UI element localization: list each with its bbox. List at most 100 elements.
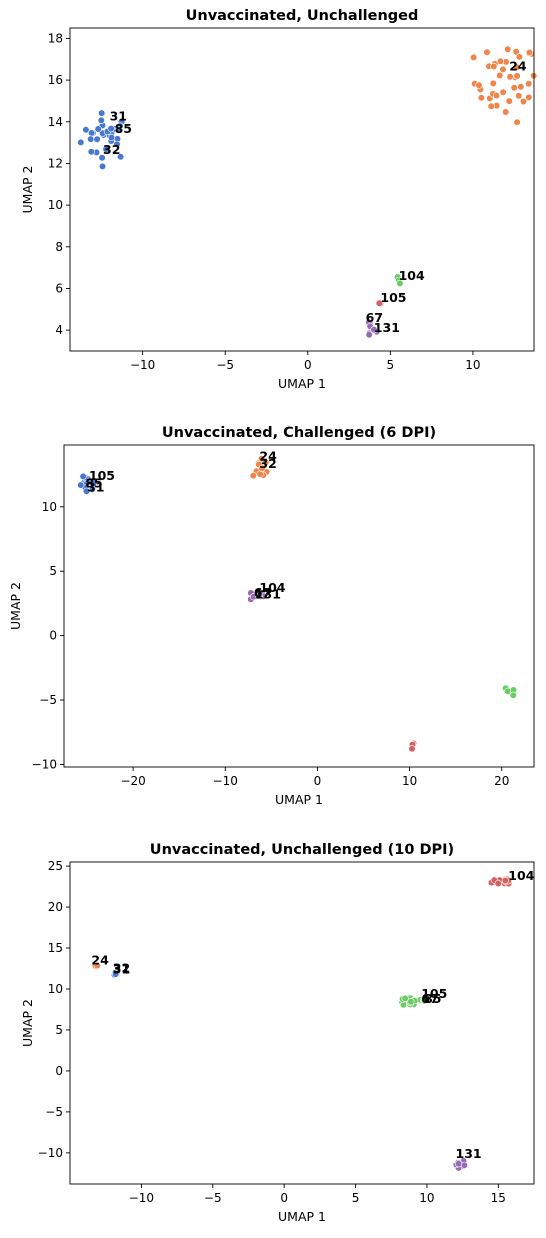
scatter-point [510,84,518,92]
scatter-point [519,97,528,106]
y-axis-label: UMAP 2 [8,582,23,630]
x-tick-label: −20 [120,774,145,788]
plot-frame [69,861,535,1185]
point-annotation: 131 [255,586,281,601]
scatter-points [91,875,513,1172]
point-annotation: 31 [113,961,130,976]
subplot-3: Unvaccinated, Unchallenged (10 DPI) 24 323… [20,842,535,1224]
scatter-point [501,876,509,885]
point-annotation: 104 [259,580,285,595]
scatter-point [512,48,520,56]
y-axis-label: UMAP 2 [20,999,35,1047]
scatter-point [93,135,101,143]
x-tick-label: 10 [419,1191,434,1205]
point-annotation: 131 [374,320,400,335]
y-tick-label: 6 [55,281,63,295]
y-tick-label: 4 [55,323,63,337]
scatter-point [492,91,501,100]
point-annotation: 85 [424,991,441,1006]
scatter-point [77,138,85,146]
scatter-point [113,140,121,148]
plot-frame [63,444,535,768]
y-tick-label: 16 [48,73,63,87]
y-tick-label: 5 [49,564,57,578]
scatter-point [455,1160,463,1168]
x-tick-label: −5 [216,358,234,372]
scatter-points [77,455,518,753]
scatter-point [87,148,95,156]
x-tick-label: −10 [130,358,155,372]
x-tick-label: 10 [465,358,480,372]
scatter-point [487,102,495,110]
scatter-point [504,45,512,53]
scatter-point [370,326,378,334]
x-axis-label: UMAP 1 [278,376,326,391]
y-tick-label: 15 [48,941,63,955]
scatter-point [502,108,510,116]
scatter-point [513,118,521,126]
scatter-point [525,80,533,88]
scatter-point [499,88,507,96]
point-annotation: 104 [508,868,534,883]
subplot-1: Unvaccinated, Unchallenged31853224104105… [20,8,538,391]
plot-frame [69,27,535,352]
x-axis-label: UMAP 1 [278,1209,326,1224]
point-annotation: 85 [115,121,132,136]
y-tick-label: −5 [45,1105,63,1119]
scatter-point [94,125,102,133]
scatter-point [262,458,270,467]
point-annotation: 32 [103,142,120,157]
point-annotation: 32 [259,456,276,471]
scatter-point [470,53,478,62]
x-tick-label: 20 [494,774,509,788]
x-tick-label: 0 [304,358,312,372]
scatter-point [77,481,85,489]
scatter-point [98,154,106,162]
point-annotation: 31 [110,109,127,124]
y-tick-label: 0 [55,1064,63,1078]
scatter-point [477,94,486,102]
scatter-point [499,65,507,73]
scatter-point [490,62,498,71]
x-tick-label: 0 [280,1191,288,1205]
scatter-point [399,1001,408,1009]
scatter-point [107,125,115,133]
scatter-point [496,71,504,80]
scatter-point [365,331,373,339]
scatter-point [114,126,123,134]
scatter-point [407,998,415,1006]
point-annotation: 85 [85,476,102,491]
scatter-point [82,126,90,134]
scatter-point [107,133,116,142]
y-tick-label: 8 [55,240,63,254]
scatter-point [255,592,263,600]
scatter-point [483,48,491,56]
y-tick-label: 10 [48,198,63,212]
scatter-point [111,970,120,978]
scatter-point [93,961,101,970]
scatter-point [82,487,91,495]
scatter-point [494,879,502,888]
scatter-point [408,745,416,753]
y-tick-label: 12 [48,156,63,170]
scatter-point [87,135,95,143]
scatter-point [517,83,525,91]
x-tick-label: 0 [314,774,322,788]
point-annotation: 105 [89,468,115,483]
scatter-point [513,63,521,71]
scatter-point [401,994,409,1003]
x-axis-label: UMAP 1 [275,792,323,807]
x-tick-label: 5 [387,358,395,372]
y-axis-label: UMAP 2 [20,166,35,214]
point-annotation: 32 [113,961,130,976]
point-annotation: 104 [399,268,425,283]
subplot-2: Unvaccinated, Challenged (6 DPI)10585312… [8,425,535,807]
scatter-point [515,53,524,61]
scatter-point [79,472,87,481]
chart-title: Unvaccinated, Challenged (6 DPI) [162,425,436,441]
y-tick-label: 10 [48,982,63,996]
scatter-point [249,472,257,480]
point-annotation: 67 [254,585,271,600]
scatter-point [525,93,533,101]
